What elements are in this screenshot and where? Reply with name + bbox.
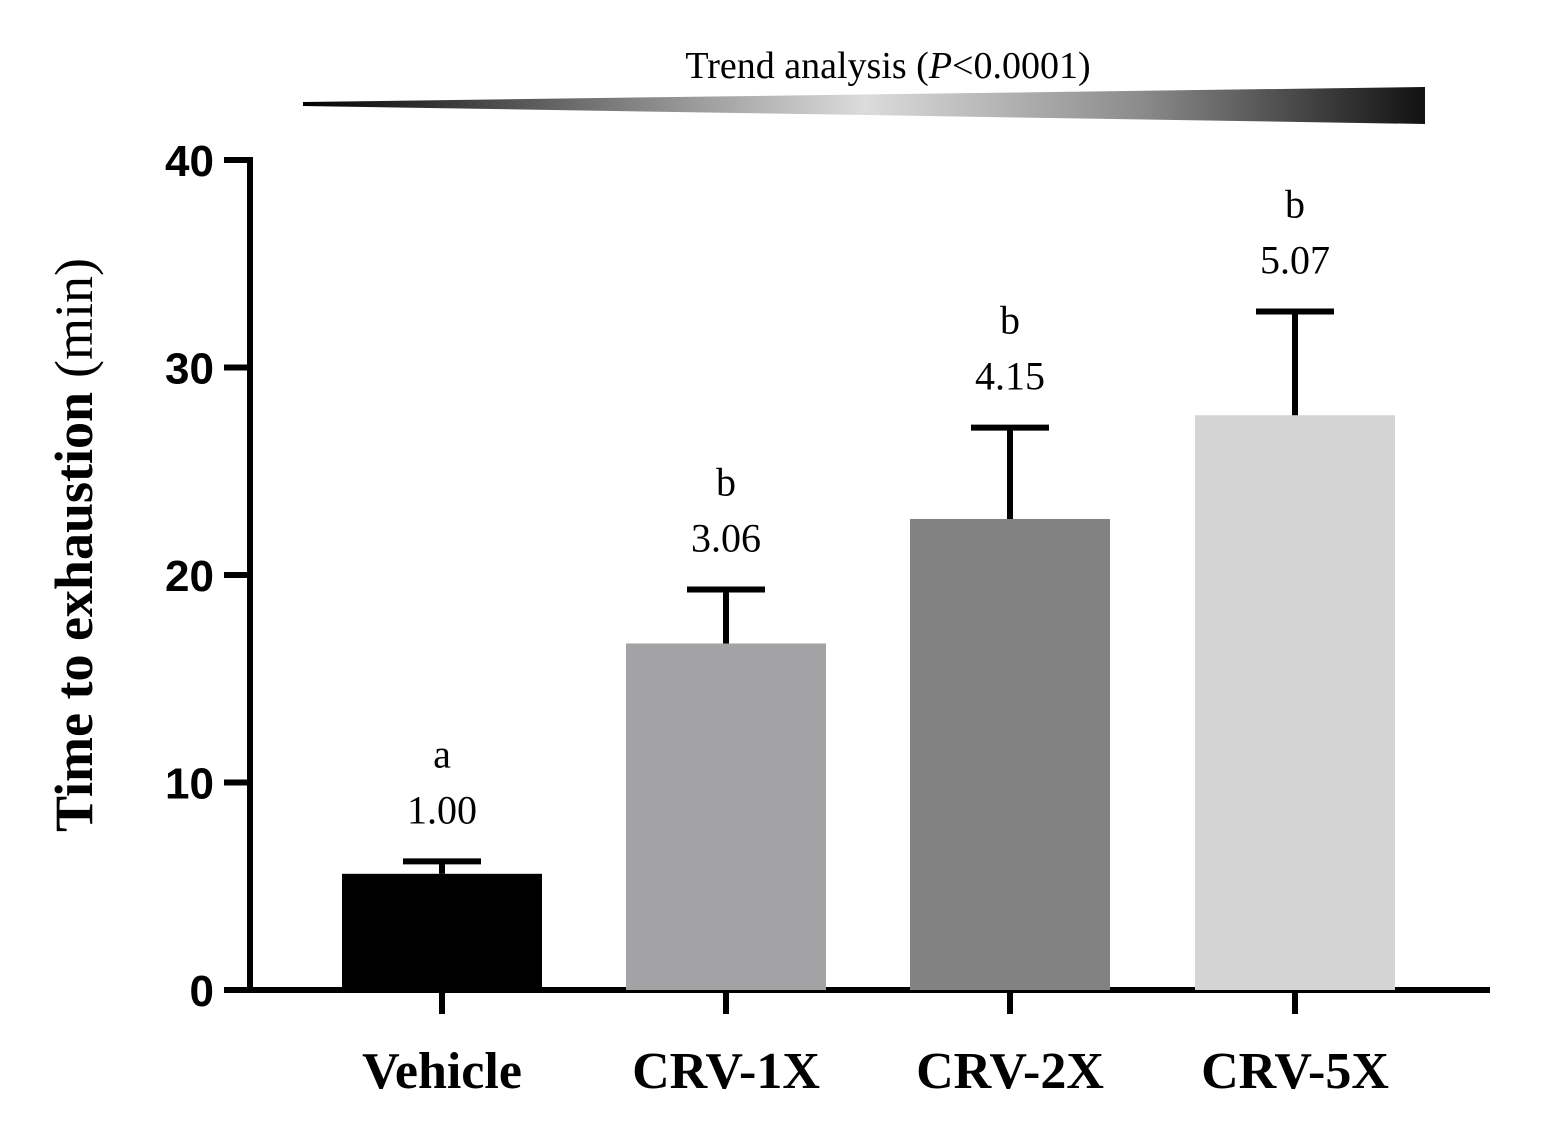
bars (342, 415, 1395, 991)
bar (1195, 415, 1395, 991)
fold-change-label: 1.00 (407, 787, 477, 832)
fold-change-label: 3.06 (691, 516, 761, 561)
bar (342, 873, 542, 990)
y-axis-title: Time to exhaustion(min) (44, 258, 104, 832)
x-category-label: CRV-2X (916, 1043, 1104, 1100)
x-category-label: Vehicle (362, 1043, 522, 1100)
fold-change-label: 4.15 (975, 354, 1045, 399)
y-tick-label: 0 (190, 967, 214, 1016)
significance-letter: b (1000, 298, 1020, 343)
trend-wedge (303, 87, 1425, 124)
bar (626, 643, 826, 990)
error-bars (403, 308, 1334, 874)
bar (910, 518, 1110, 990)
fold-change-label: 5.07 (1260, 237, 1330, 282)
trend-label: Trend analysis (P<0.0001) (685, 45, 1090, 87)
x-category-label: CRV-1X (632, 1043, 820, 1100)
y-tick-label: 30 (165, 345, 214, 394)
y-tick-label: 20 (165, 552, 214, 601)
y-tick-label: 40 (165, 137, 214, 186)
significance-letter: a (433, 731, 451, 776)
x-category-label: CRV-5X (1201, 1043, 1389, 1100)
significance-letter: b (1285, 181, 1305, 226)
significance-letter: b (716, 460, 736, 505)
annotations: 1.00 a 3.06 b 4.15 b 5.07 b (407, 181, 1330, 832)
y-tick-label: 10 (165, 760, 214, 809)
